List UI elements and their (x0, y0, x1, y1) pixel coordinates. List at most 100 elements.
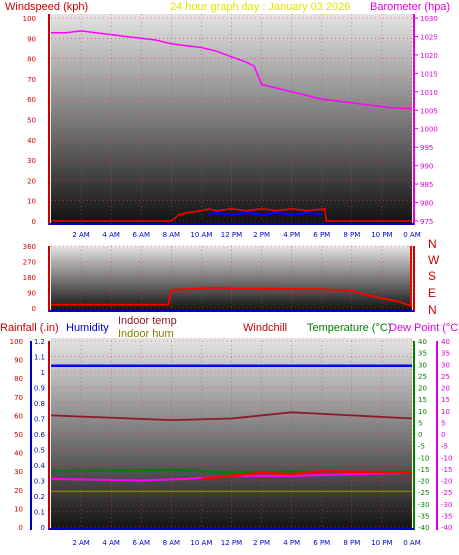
barometer-tick-label: 990 (420, 163, 433, 171)
panel3-x-tick-label: 6 PM (313, 539, 330, 547)
rainfall-tick-label: 70 (14, 394, 23, 402)
temperature-tick-label: 20 (418, 385, 427, 393)
windspeed-tick-label: 60 (27, 96, 36, 104)
dewpoint-tick-label: -35 (441, 512, 452, 520)
rainfall-tick-label: 0 (19, 524, 23, 532)
direction-tick-label: 90 (27, 290, 36, 298)
dewpoint-label: Dew Point (°C) (389, 322, 459, 334)
panel3-x-tick-label: 2 AM (72, 539, 90, 547)
dewpoint-tick-label: -20 (441, 478, 452, 486)
barometer-tick-label: 1025 (420, 33, 438, 41)
panel1-x-tick-label: 8 AM (163, 231, 181, 239)
direction-tick-label: 360 (23, 243, 36, 251)
dewpoint-tick-label: 20 (441, 385, 450, 393)
graph-title: 24 hour graph day : January 03 2026 (170, 1, 350, 13)
dewpoint-tick-label: 25 (441, 373, 450, 381)
humidity-tick-label: 0.9 (34, 385, 45, 393)
dewpoint-tick-label: 0 (441, 431, 445, 439)
direction-tick-label: 180 (23, 274, 36, 282)
direction-tick-label: 0 (32, 305, 36, 313)
temperature-tick-label: -30 (418, 501, 429, 509)
rainfall-tick-label: 50 (14, 431, 23, 439)
rainfall-tick-label: 80 (14, 375, 23, 383)
compass-n-bottom: N (428, 303, 437, 317)
compass-s: S (428, 269, 436, 283)
windspeed-tick-label: 40 (27, 137, 36, 145)
humidity-label: Humidity (66, 322, 109, 334)
humidity-tick-label: 0.6 (34, 431, 46, 439)
windspeed-tick-label: 80 (27, 56, 36, 64)
windchill-series (201, 469, 413, 481)
compass-w: W (428, 253, 440, 267)
temperature-tick-label: 10 (418, 408, 427, 416)
humidity-tick-label: 0 (41, 524, 45, 532)
windspeed-tick-label: 0 (32, 218, 36, 226)
temperature-tick-label: 5 (418, 419, 422, 427)
windspeed-tick-label: 30 (27, 157, 36, 165)
dewpoint-tick-label: -10 (441, 454, 452, 462)
barometer-tick-label: 1020 (420, 52, 438, 60)
rainfall-tick-label: 10 (14, 505, 23, 513)
dewpoint-tick-label: -5 (441, 443, 448, 451)
rainfall-tick-label: 90 (14, 357, 23, 365)
temperature-tick-label: 15 (418, 396, 427, 404)
windspeed-tick-label: 70 (27, 76, 36, 84)
windspeed-label: Windspeed (kph) (5, 1, 88, 13)
temperature-tick-label: 30 (418, 361, 427, 369)
compass-e: E (428, 286, 436, 300)
gust-series (208, 211, 322, 217)
rainfall-label: Rainfall (.in) (0, 322, 59, 334)
rainfall-tick-label: 20 (14, 487, 23, 495)
panel3-x-tick-label: 10 AM (190, 539, 212, 547)
humidity-tick-label: 1.1 (34, 354, 45, 362)
barometer-tick-label: 1030 (420, 15, 438, 23)
dewpoint-tick-label: -25 (441, 489, 452, 497)
dewpoint-tick-label: -15 (441, 466, 452, 474)
temperature-tick-label: -35 (418, 512, 429, 520)
rainfall-tick-label: 100 (10, 338, 23, 346)
temperature-tick-label: -20 (418, 478, 429, 486)
panel3-x-tick-label: 12 PM (221, 539, 242, 547)
humidity-tick-label: 1 (41, 369, 45, 377)
compass-n-top: N (428, 237, 437, 251)
panel1-x-tick-label: 10 PM (371, 231, 392, 239)
indoor-hum-label: Indoor hum (118, 328, 174, 340)
panel1-x-tick-label: 2 AM (72, 231, 90, 239)
panel1-x-tick-label: 12 PM (221, 231, 242, 239)
direction-tick-label: 270 (23, 259, 36, 267)
barometer-series (51, 30, 412, 110)
dewpoint-tick-label: 30 (441, 361, 450, 369)
barometer-tick-label: 985 (420, 181, 433, 189)
temperature-tick-label: -5 (418, 443, 425, 451)
temperature-tick-label: -15 (418, 466, 429, 474)
panel3-x-tick-label: 8 AM (163, 539, 181, 547)
barometer-tick-label: 1005 (420, 107, 438, 115)
dewpoint-tick-label: 10 (441, 408, 450, 416)
humidity-tick-label: 0.2 (34, 493, 45, 501)
panel3-x-tick-label: 6 AM (132, 539, 150, 547)
temperature-tick-label: -40 (418, 524, 429, 532)
panel3-x-tick-label: 8 PM (343, 539, 360, 547)
panel3-x-tick-label: 2 PM (253, 539, 270, 547)
temperature-tick-label: 25 (418, 373, 427, 381)
barometer-label: Barometer (hpa) (370, 1, 450, 13)
windspeed-tick-label: 50 (27, 117, 36, 125)
indoor-temp-label: Indoor temp (118, 315, 177, 327)
barometer-tick-label: 980 (420, 200, 433, 208)
humidity-tick-label: 0.4 (34, 462, 46, 470)
temperature-label: Temperature (°C) (307, 322, 391, 334)
humidity-tick-label: 1.2 (34, 338, 45, 346)
barometer-tick-label: 1010 (420, 89, 438, 97)
windspeed-tick-label: 10 (27, 198, 36, 206)
wind-direction-series (51, 286, 413, 308)
windspeed-tick-label: 100 (23, 15, 36, 23)
panel1-x-tick-label: 8 PM (343, 231, 360, 239)
humidity-tick-label: 0.7 (34, 416, 45, 424)
temperature-tick-label: 40 (418, 338, 427, 346)
panel3-x-tick-label: 4 PM (283, 539, 300, 547)
temperature-tick-label: -25 (418, 489, 429, 497)
dewpoint-tick-label: -40 (441, 524, 452, 532)
barometer-tick-label: 975 (420, 218, 433, 226)
rainfall-tick-label: 60 (14, 412, 23, 420)
